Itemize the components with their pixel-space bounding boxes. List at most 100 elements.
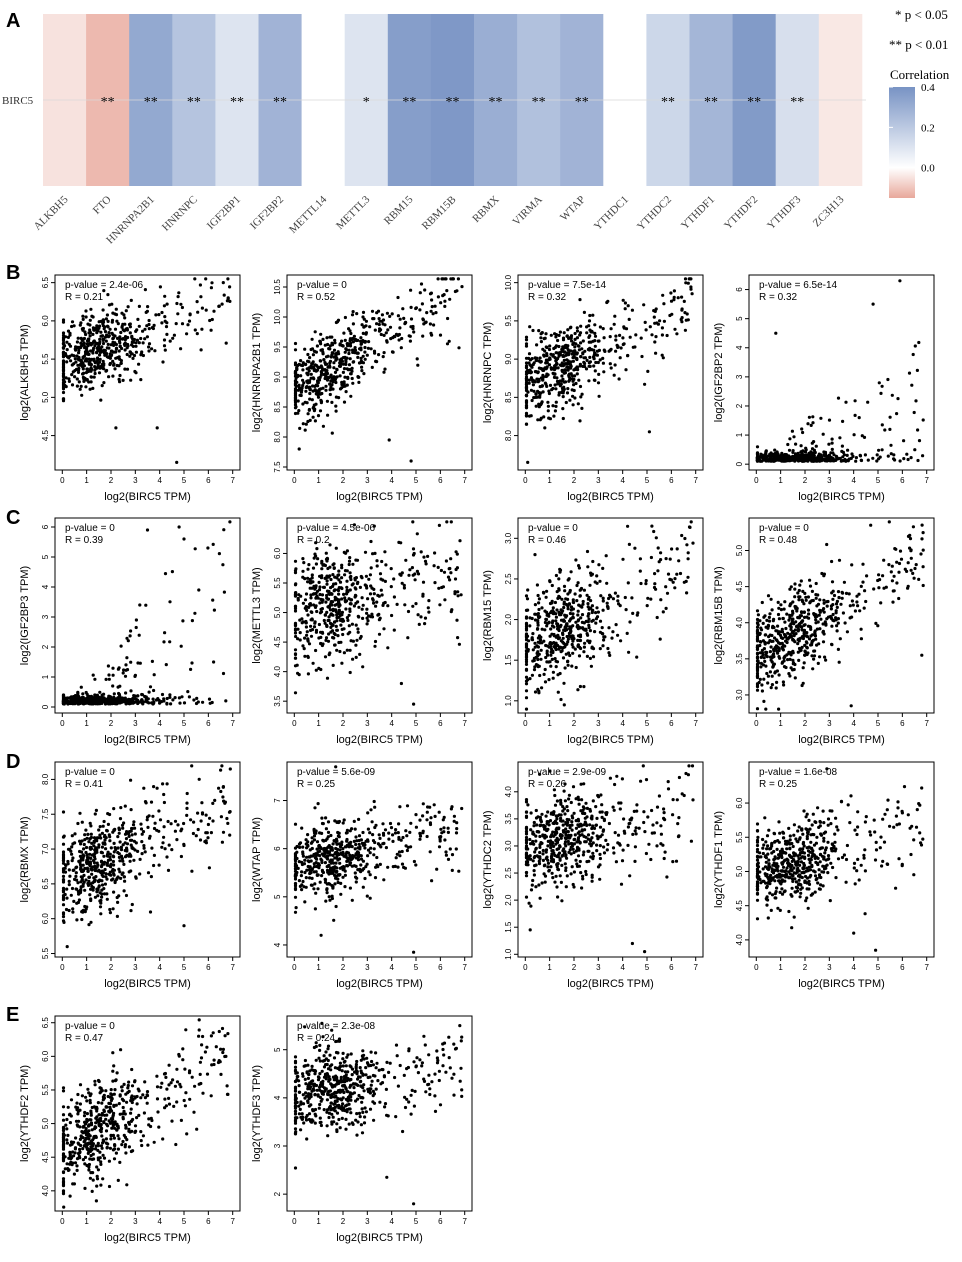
data-point — [554, 619, 558, 623]
data-point — [673, 586, 677, 590]
data-point — [547, 391, 552, 396]
data-point — [630, 308, 635, 312]
data-point — [573, 396, 577, 400]
data-point — [116, 322, 120, 326]
data-point — [818, 459, 822, 463]
data-point — [825, 617, 829, 621]
data-point — [345, 549, 349, 553]
data-point — [541, 590, 546, 594]
data-point — [209, 286, 213, 290]
data-point — [850, 452, 854, 456]
data-point — [211, 542, 215, 547]
data-point — [577, 603, 581, 607]
data-point — [554, 344, 559, 348]
y-tick-label: 4.5 — [41, 429, 50, 441]
y-tick-label: 10.0 — [504, 274, 513, 290]
r-value-annotation: R = 0.2 — [297, 535, 330, 546]
column-label-alkbh5: ALKBH5 — [32, 193, 72, 233]
data-point — [622, 325, 626, 329]
data-point — [340, 380, 344, 384]
data-point — [830, 559, 834, 564]
data-point — [545, 361, 549, 365]
data-point — [412, 702, 416, 706]
data-point — [351, 657, 355, 661]
panel-label-a: A — [6, 10, 20, 32]
data-point — [68, 696, 72, 700]
data-point — [313, 330, 317, 334]
data-point — [293, 652, 298, 656]
significance-mark-rbm15: ** — [402, 95, 416, 110]
data-point — [837, 558, 842, 562]
data-point — [89, 920, 93, 924]
data-point — [556, 366, 560, 370]
data-point — [81, 314, 85, 318]
data-point — [533, 612, 537, 616]
data-point — [536, 389, 540, 393]
data-point — [794, 620, 798, 624]
data-point — [319, 610, 324, 614]
data-point — [386, 646, 390, 650]
data-point — [347, 624, 351, 628]
data-point — [827, 442, 831, 446]
data-point — [350, 313, 355, 317]
data-point — [569, 325, 573, 329]
data-point — [372, 349, 377, 353]
data-point — [586, 614, 590, 618]
data-point — [536, 614, 541, 618]
data-point — [822, 598, 826, 602]
data-point — [188, 312, 192, 316]
data-point — [343, 315, 347, 320]
data-point — [296, 627, 300, 631]
data-point — [559, 645, 563, 650]
data-point — [305, 633, 309, 637]
data-point — [221, 671, 226, 676]
data-point — [293, 400, 298, 405]
data-point — [526, 608, 530, 612]
data-point — [141, 341, 145, 345]
plot-frame — [286, 274, 473, 471]
data-point — [360, 596, 364, 600]
y-tick-label: 5 — [735, 316, 744, 321]
data-point — [316, 395, 321, 399]
data-point — [310, 580, 314, 584]
data-point — [320, 367, 325, 371]
data-point — [832, 453, 836, 457]
data-point — [796, 642, 800, 646]
data-point — [226, 277, 230, 281]
data-point — [334, 546, 338, 550]
data-point — [459, 593, 463, 597]
data-point — [350, 376, 354, 381]
data-point — [417, 622, 421, 627]
data-point — [456, 636, 460, 640]
data-point — [175, 838, 179, 842]
data-point — [415, 532, 419, 536]
data-point — [101, 359, 105, 363]
data-point — [88, 318, 92, 322]
data-point — [869, 523, 873, 527]
data-point — [64, 698, 68, 702]
data-point — [566, 368, 570, 372]
x-tick-label: 2 — [803, 719, 808, 728]
data-point — [65, 340, 69, 344]
data-point — [178, 701, 182, 705]
data-point — [75, 384, 79, 388]
data-point — [567, 577, 571, 581]
data-point — [91, 673, 95, 677]
data-point — [293, 631, 298, 635]
data-point — [68, 344, 73, 348]
data-point — [865, 574, 869, 578]
x-tick-label: 7 — [230, 476, 235, 485]
data-point — [574, 342, 578, 346]
data-point — [353, 346, 357, 350]
y-tick-label: 9.0 — [273, 371, 282, 383]
data-point — [593, 378, 597, 382]
data-point — [324, 557, 329, 561]
data-point — [596, 381, 601, 385]
data-point — [809, 627, 813, 632]
data-point — [789, 653, 793, 657]
x-tick-label: 6 — [438, 719, 443, 728]
data-point — [293, 609, 298, 613]
data-point — [586, 347, 591, 352]
data-point — [760, 683, 764, 687]
data-point — [579, 646, 583, 651]
